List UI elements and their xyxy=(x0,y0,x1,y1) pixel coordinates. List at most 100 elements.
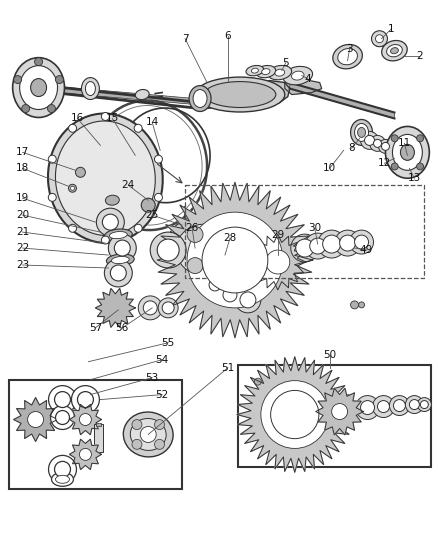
Circle shape xyxy=(420,401,427,409)
Circle shape xyxy=(96,208,124,236)
Text: 7: 7 xyxy=(181,34,188,44)
Circle shape xyxy=(309,238,325,254)
Text: 16: 16 xyxy=(71,114,84,124)
Circle shape xyxy=(154,439,164,449)
Circle shape xyxy=(372,395,394,417)
Circle shape xyxy=(35,58,42,66)
Ellipse shape xyxy=(193,90,207,108)
Bar xyxy=(96,423,101,426)
Ellipse shape xyxy=(104,229,132,241)
Circle shape xyxy=(54,462,71,478)
Ellipse shape xyxy=(354,124,367,141)
Text: 19: 19 xyxy=(16,193,29,203)
Text: 17: 17 xyxy=(16,147,29,157)
Circle shape xyxy=(68,224,76,232)
Circle shape xyxy=(140,426,156,442)
Circle shape xyxy=(339,235,355,251)
Ellipse shape xyxy=(245,66,263,76)
Ellipse shape xyxy=(85,82,95,95)
Ellipse shape xyxy=(111,256,129,264)
Text: 57: 57 xyxy=(88,323,102,333)
Circle shape xyxy=(47,104,55,112)
Circle shape xyxy=(48,155,56,163)
Circle shape xyxy=(50,406,74,430)
Text: 21: 21 xyxy=(16,227,29,237)
Ellipse shape xyxy=(81,78,99,100)
Ellipse shape xyxy=(51,472,73,486)
Ellipse shape xyxy=(194,77,284,112)
Text: 2: 2 xyxy=(415,51,422,61)
Text: 52: 52 xyxy=(155,390,169,400)
Ellipse shape xyxy=(386,45,401,57)
Circle shape xyxy=(68,184,76,192)
Circle shape xyxy=(290,234,318,262)
Circle shape xyxy=(334,230,360,256)
Circle shape xyxy=(373,140,381,148)
Ellipse shape xyxy=(135,90,149,100)
Circle shape xyxy=(55,410,69,424)
Circle shape xyxy=(132,439,141,449)
Polygon shape xyxy=(284,78,321,94)
Circle shape xyxy=(14,76,21,84)
Circle shape xyxy=(187,212,282,308)
Ellipse shape xyxy=(261,69,269,75)
Circle shape xyxy=(390,163,397,170)
Circle shape xyxy=(187,257,203,273)
Bar xyxy=(9,379,182,489)
Text: 3: 3 xyxy=(346,44,352,54)
Ellipse shape xyxy=(385,126,428,178)
Text: 1: 1 xyxy=(387,24,394,34)
Polygon shape xyxy=(35,85,218,107)
Circle shape xyxy=(349,230,373,254)
Circle shape xyxy=(416,135,423,142)
Ellipse shape xyxy=(350,119,372,146)
Circle shape xyxy=(218,283,241,307)
Text: 24: 24 xyxy=(121,180,134,190)
Bar xyxy=(94,424,103,453)
Circle shape xyxy=(54,392,71,408)
Circle shape xyxy=(377,401,389,413)
Polygon shape xyxy=(237,357,352,472)
Circle shape xyxy=(134,224,142,232)
Circle shape xyxy=(265,250,289,274)
Ellipse shape xyxy=(189,86,211,111)
Ellipse shape xyxy=(176,224,233,276)
Circle shape xyxy=(404,395,422,414)
Circle shape xyxy=(270,390,318,439)
Ellipse shape xyxy=(130,418,166,450)
Circle shape xyxy=(75,167,85,177)
Ellipse shape xyxy=(399,144,413,160)
Text: 14: 14 xyxy=(145,117,159,127)
Circle shape xyxy=(371,31,387,47)
Circle shape xyxy=(187,227,203,243)
Circle shape xyxy=(71,186,74,190)
Circle shape xyxy=(355,395,378,419)
Ellipse shape xyxy=(255,66,275,78)
Circle shape xyxy=(28,411,43,427)
Circle shape xyxy=(304,233,330,259)
Ellipse shape xyxy=(55,121,155,236)
Circle shape xyxy=(154,419,164,430)
Ellipse shape xyxy=(267,66,291,80)
Polygon shape xyxy=(69,405,101,435)
Circle shape xyxy=(102,214,118,230)
Ellipse shape xyxy=(204,82,275,108)
Circle shape xyxy=(101,236,109,244)
Text: 12: 12 xyxy=(377,158,390,168)
Circle shape xyxy=(234,287,260,313)
Bar xyxy=(237,365,431,467)
Text: 10: 10 xyxy=(322,163,336,173)
Circle shape xyxy=(21,104,30,112)
Ellipse shape xyxy=(337,49,357,65)
Circle shape xyxy=(154,155,162,163)
Polygon shape xyxy=(315,388,363,435)
Circle shape xyxy=(260,381,328,448)
Circle shape xyxy=(378,140,392,154)
Circle shape xyxy=(381,142,389,150)
Circle shape xyxy=(358,302,364,308)
Text: 8: 8 xyxy=(347,143,354,154)
Circle shape xyxy=(79,448,91,461)
Ellipse shape xyxy=(274,69,284,76)
Ellipse shape xyxy=(251,68,258,73)
Text: 18: 18 xyxy=(16,163,29,173)
